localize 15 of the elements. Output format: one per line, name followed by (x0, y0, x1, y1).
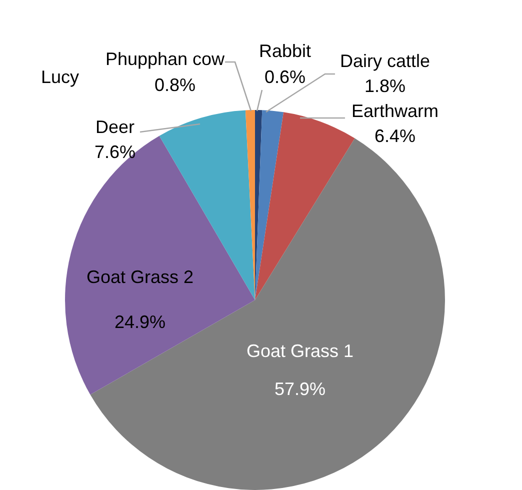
data-label: 57.9% (274, 378, 326, 399)
slice-label: Deer (95, 116, 135, 137)
slice-label: Goat Grass 1 (246, 340, 354, 361)
data-label: 24.9% (114, 312, 166, 332)
slice-label: Dairy cattle (340, 50, 430, 71)
data-label: 1.8% (364, 76, 406, 96)
data-label: 7.6% (94, 142, 136, 162)
slice-label: Phupphan cow (105, 48, 226, 69)
slice-label: Goat Grass 2 (86, 266, 194, 287)
data-label: 0.8% (154, 74, 196, 95)
data-label: 6.4% (374, 126, 416, 146)
slice-label: Rabbit (258, 40, 312, 61)
data-label: 0.6% (264, 66, 306, 87)
category-label: Lucy (40, 66, 80, 87)
slice-label: Earthwarm (351, 100, 439, 121)
